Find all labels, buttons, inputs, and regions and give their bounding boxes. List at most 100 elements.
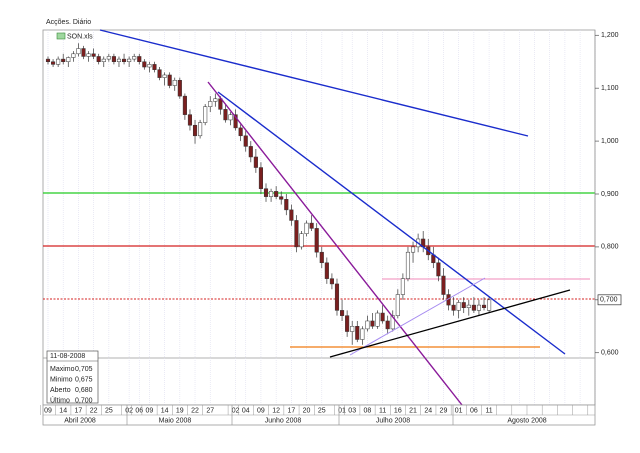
candle-body xyxy=(56,58,61,65)
candle-body xyxy=(410,246,416,253)
candle-body xyxy=(71,53,76,58)
candle-body xyxy=(395,294,400,316)
candle-body xyxy=(481,304,487,308)
x-tick-label: 08 xyxy=(364,407,372,414)
candle-body xyxy=(162,74,167,78)
candle-body xyxy=(314,228,319,253)
plot-frame xyxy=(42,29,596,406)
x-tick-label: 11 xyxy=(485,407,492,414)
candle-body xyxy=(182,95,187,115)
candle-body xyxy=(61,58,66,62)
x-tick-label: 20 xyxy=(303,407,311,414)
candle-body xyxy=(289,209,294,221)
candle-body xyxy=(405,251,411,279)
candle-body xyxy=(279,196,284,200)
x-tick-label: 21 xyxy=(409,407,417,414)
info-label: Maximo xyxy=(50,366,75,373)
candle-body xyxy=(132,56,137,60)
x-tick-label: 06 xyxy=(135,407,143,414)
info-value: 0,680 xyxy=(75,387,93,394)
candle-body xyxy=(390,315,395,330)
candle-body xyxy=(223,109,228,121)
info-label: Último xyxy=(50,395,70,404)
candle-body xyxy=(365,320,370,330)
candle-body xyxy=(157,69,162,78)
info-date: 11-08-2008 xyxy=(50,353,85,360)
trend-line xyxy=(207,81,463,406)
chart-title: Acções. Diário xyxy=(46,19,91,26)
candle-body xyxy=(147,64,152,68)
candle-body xyxy=(385,320,390,330)
candle-body xyxy=(309,222,314,229)
candle-body xyxy=(86,53,91,57)
y-tick-label: 0,900 xyxy=(601,191,619,198)
candle-body xyxy=(116,58,122,62)
candle-body xyxy=(355,326,360,340)
last-value-label: 0,700 xyxy=(600,297,618,304)
x-tick-label: 27 xyxy=(206,407,214,414)
candle-body xyxy=(324,262,329,279)
candle-body xyxy=(142,61,147,68)
candle-body xyxy=(476,304,481,311)
x-axis: 09 14 17 22 25 02 06 09 14 19 22 27 02 04 09 12 17 20 25 01… xyxy=(40,404,596,426)
candle-body xyxy=(269,191,274,197)
x-tick-label: 03 xyxy=(348,407,356,414)
candle-body xyxy=(304,222,309,234)
trend-line xyxy=(329,289,571,358)
candle-body xyxy=(111,56,116,62)
y-tick-label: 1,100 xyxy=(601,85,619,92)
y-tick-label: 1,000 xyxy=(601,138,619,145)
x-tick-label: 09 xyxy=(44,407,52,414)
candle-body xyxy=(466,304,471,308)
candle-body xyxy=(101,58,106,62)
info-value: 0,705 xyxy=(75,366,93,373)
month-label: Junho 2008 xyxy=(265,417,302,424)
x-tick-label: 01 xyxy=(338,407,346,414)
x-tick-label: 25 xyxy=(318,407,326,414)
candle-body xyxy=(274,191,279,197)
candle-body xyxy=(451,304,456,311)
info-value: 0,675 xyxy=(75,376,93,383)
candle-body xyxy=(456,302,461,311)
x-tick-label: 09 xyxy=(146,407,154,414)
candle-body xyxy=(248,146,253,158)
candle-body xyxy=(238,127,243,137)
trend-line xyxy=(349,277,486,356)
x-tick-label: 04 xyxy=(242,407,250,414)
month-label: Agosto 2008 xyxy=(507,417,546,424)
candle-body xyxy=(106,56,111,60)
candle-body xyxy=(471,304,476,311)
candle-body xyxy=(294,220,299,248)
x-tick-label: 29 xyxy=(440,407,448,414)
candle-body xyxy=(91,53,96,57)
y-tick-label: 0,600 xyxy=(601,350,619,357)
candle-body xyxy=(172,80,177,86)
candle-body xyxy=(198,122,203,137)
candle-body xyxy=(461,302,466,308)
candle-body xyxy=(76,48,81,55)
x-tick-label: 22 xyxy=(191,407,199,414)
candle-body xyxy=(441,275,446,295)
candle-body xyxy=(258,167,263,189)
level-lines xyxy=(43,192,595,348)
month-label: Julho 2008 xyxy=(376,417,410,424)
candle-body xyxy=(350,326,355,332)
candle-body xyxy=(243,135,248,147)
info-label: Aberto xyxy=(50,387,71,394)
info-label: Minimo xyxy=(50,376,73,383)
candle-body xyxy=(66,57,71,62)
x-tick-label: 19 xyxy=(176,407,184,414)
x-tick-label: 02 xyxy=(232,407,240,414)
candle-body xyxy=(487,299,492,311)
candle-body xyxy=(187,114,193,126)
x-tick-label: 01 xyxy=(455,407,463,414)
candle-body xyxy=(167,74,172,86)
candle-body xyxy=(360,328,365,340)
candle-body xyxy=(152,64,157,70)
candle-body xyxy=(203,106,208,123)
x-tick-label: 06 xyxy=(470,407,478,414)
candle-body xyxy=(192,124,198,137)
x-tick-label: 16 xyxy=(394,407,402,414)
